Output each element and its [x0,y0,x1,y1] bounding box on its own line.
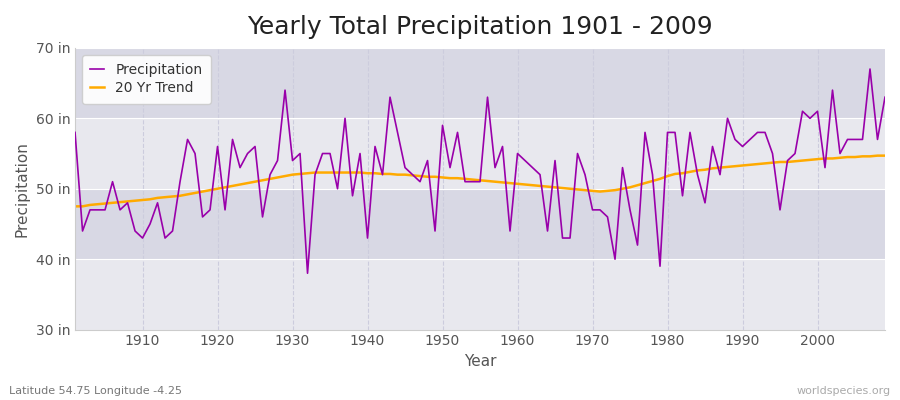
Legend: Precipitation, 20 Yr Trend: Precipitation, 20 Yr Trend [82,55,211,104]
Precipitation [865,67,876,72]
20 Yr Trend [69,204,80,209]
20 Yr Trend [602,188,613,193]
Precipitation [347,193,358,198]
Y-axis label: Precipitation: Precipitation [15,141,30,237]
Precipitation [519,158,530,163]
Precipitation [130,228,140,233]
Line: 20 Yr Trend: 20 Yr Trend [75,156,885,206]
Text: Latitude 54.75 Longitude -4.25: Latitude 54.75 Longitude -4.25 [9,386,182,396]
Precipitation [294,151,305,156]
20 Yr Trend [879,153,890,158]
Precipitation [69,130,80,135]
Bar [75,48,885,118]
Precipitation [879,95,890,100]
20 Yr Trend [512,182,523,186]
20 Yr Trend [130,198,140,203]
Bar [75,189,885,259]
20 Yr Trend [872,153,883,158]
20 Yr Trend [294,172,305,176]
Precipitation [512,151,523,156]
Bar [75,259,885,330]
Precipitation [609,257,620,262]
Bar [75,118,885,189]
20 Yr Trend [505,181,516,186]
X-axis label: Year: Year [464,354,496,369]
Precipitation [302,271,313,276]
20 Yr Trend [339,170,350,175]
Text: worldspecies.org: worldspecies.org [796,386,891,396]
Line: Precipitation: Precipitation [75,69,885,273]
Title: Yearly Total Precipitation 1901 - 2009: Yearly Total Precipitation 1901 - 2009 [248,15,713,39]
